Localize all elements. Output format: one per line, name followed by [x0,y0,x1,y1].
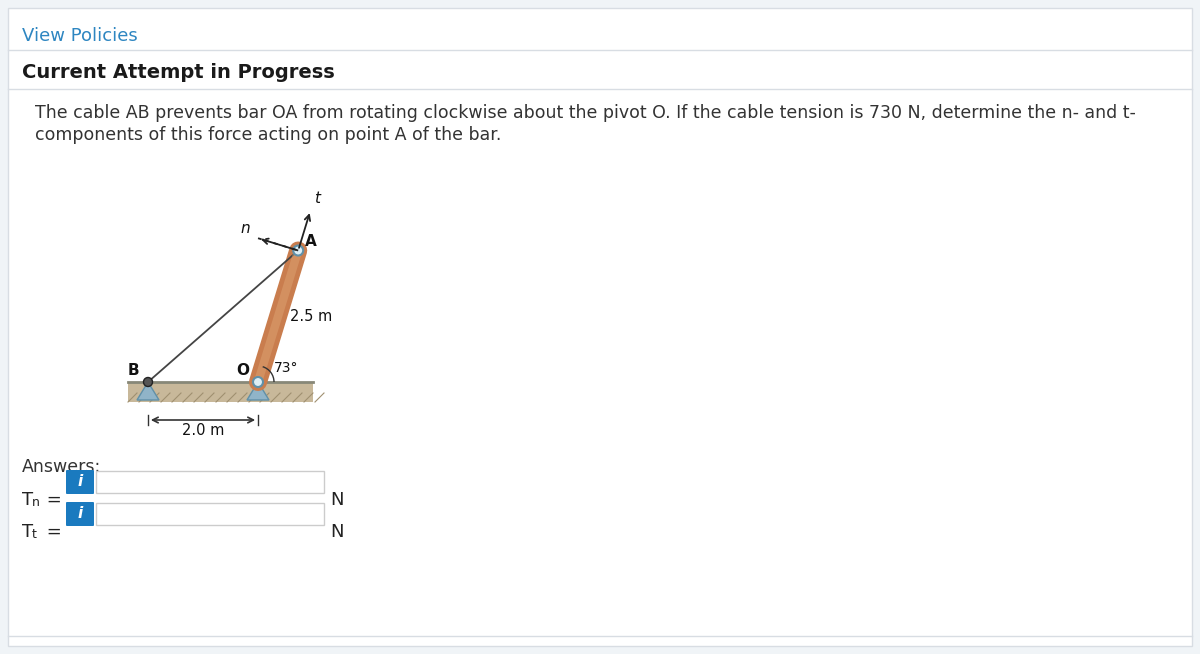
Text: The cable AB prevents bar OA from rotating clockwise about the pivot O. If the c: The cable AB prevents bar OA from rotati… [35,104,1136,122]
Text: N: N [330,491,343,509]
Text: A: A [305,233,317,249]
Text: t: t [314,192,320,207]
Polygon shape [137,382,158,400]
Text: N: N [330,523,343,541]
Text: =: = [41,523,61,541]
Bar [128,382,313,402]
Text: t: t [32,528,37,541]
FancyBboxPatch shape [66,502,94,526]
Text: 2.5 m: 2.5 m [290,309,332,324]
Bar [96,471,324,493]
Text: n: n [32,496,40,509]
FancyBboxPatch shape [66,470,94,494]
Text: 2.0 m: 2.0 m [182,423,224,438]
Text: n: n [240,221,250,236]
Text: B: B [128,363,139,378]
Text: i: i [77,506,83,521]
Circle shape [253,377,263,387]
Bar [96,503,324,525]
Text: 73°: 73° [274,361,299,375]
Circle shape [293,245,304,256]
FancyBboxPatch shape [8,8,1192,646]
Text: =: = [41,491,61,509]
Text: T: T [22,491,34,509]
Circle shape [144,377,152,387]
Text: View Policies: View Policies [22,27,138,45]
Text: components of this force acting on point A of the bar.: components of this force acting on point… [35,126,502,144]
Text: Answers:: Answers: [22,458,101,476]
Text: Current Attempt in Progress: Current Attempt in Progress [22,63,335,82]
Text: T: T [22,523,34,541]
Text: O: O [236,363,250,378]
Polygon shape [247,382,269,400]
Text: i: i [77,475,83,489]
